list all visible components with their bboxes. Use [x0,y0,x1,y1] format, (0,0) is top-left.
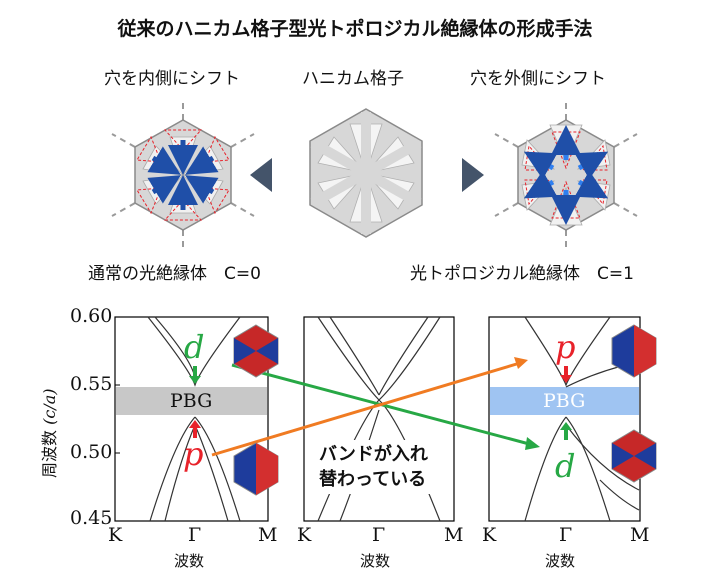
panel-frame-left [114,316,269,522]
ytick-4: 0.45 [70,507,113,529]
mode-label-p-right: p [555,328,576,366]
mode-icon-d-left [233,324,279,378]
xtick-left-k: K [108,524,123,546]
arrow-right-icon [462,158,484,192]
xtick-center-gamma: Γ [372,524,386,546]
mode-label-p-left: p [183,435,204,473]
pbg-label-right: PBG [543,390,586,412]
band-curves-right [524,316,640,522]
caption-topological-insulator: 光トポロジカル絶縁体 C=1 [410,264,634,284]
inward-shift-hexagon [111,98,255,252]
panel-frame-right [488,316,641,522]
xlabel-right: 波数 [545,552,576,570]
pbg-label-left: PBG [170,390,213,412]
xtick-center-m: M [444,524,464,546]
ytick-2: 0.55 [70,373,113,395]
arrow-left-icon [250,158,272,192]
pbg-gap-right [490,387,639,415]
xlabel-center: 波数 [360,552,391,570]
ytick-3: 0.50 [70,441,113,463]
diagram-title: 従来のハニカム格子型光トポロジカル絶縁体の形成手法 [117,18,593,40]
xtick-center-k: K [297,524,312,546]
outward-shift-hexagon [494,98,638,252]
xtick-right-m: M [630,524,650,546]
lattice-illustrations [111,98,638,252]
xlabel-left: 波数 [174,552,205,570]
y-axis-label: 周波数 (c/a) [40,388,59,478]
mode-label-d-right: d [555,447,576,485]
panel-frame-center [303,316,455,522]
xtick-right-k: K [482,524,497,546]
green-arrow-head-icon [525,437,540,450]
caption-honeycomb: ハニカム格子 [302,69,404,89]
caption-normal-insulator: 通常の光絶縁体 C=0 [88,264,261,284]
pbg-gap-left [116,387,267,415]
gamma-arrows [189,366,572,440]
band-inversion-note-line1: バンドが入れ [319,444,428,465]
band-inversion-note: バンドが入れ 替わっている [315,440,432,494]
xtick-right-gamma: Γ [559,524,573,546]
orange-swap-arrow [211,361,521,457]
xtick-left-gamma: Γ [188,524,202,546]
caption-shift-outward: 穴を外側にシフト [470,69,606,89]
orange-arrow-head-icon [514,357,528,369]
mode-icon-d-right [611,429,657,483]
band-inversion-note-line2: 替わっている [319,469,427,490]
xtick-left-m: M [258,524,278,546]
ytick-1: 0.60 [70,305,113,327]
mode-label-d-left: d [184,328,205,366]
honeycomb-hexagon [309,108,423,238]
mode-icon-p-left [233,442,279,496]
mode-icon-p-right [611,324,657,378]
caption-shift-inward: 穴を内側にシフト [104,69,240,89]
